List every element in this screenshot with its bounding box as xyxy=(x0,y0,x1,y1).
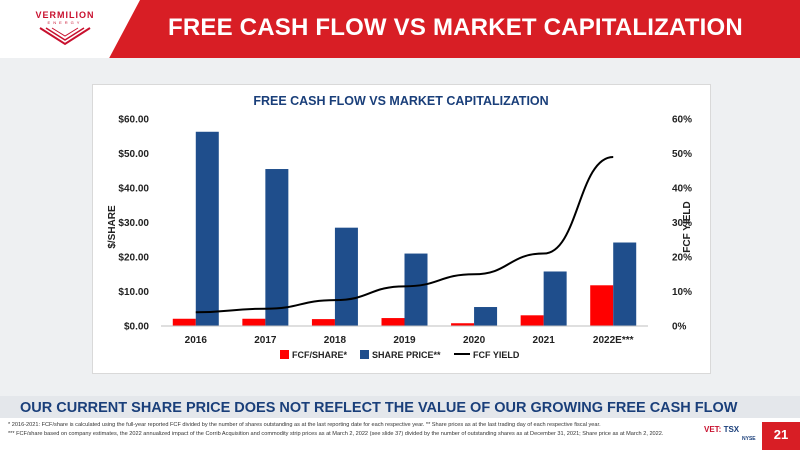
logo-name: VERMILION xyxy=(35,10,95,20)
ticker-vet: VET: xyxy=(704,425,722,434)
chart-title: FREE CASH FLOW VS MARKET CAPITALIZATION xyxy=(253,94,548,108)
footnote-2: *** FCF/share based on company estimates… xyxy=(8,431,664,437)
fcf-yield-line xyxy=(195,155,614,314)
footnote-1: * 2016-2021: FCF/share is calculated usi… xyxy=(8,422,601,428)
logo-mark-icon xyxy=(39,27,91,46)
bar-share-price xyxy=(543,271,567,326)
y2-tick-label: 40% xyxy=(672,184,692,195)
y2-tick-label: 60% xyxy=(672,115,692,126)
bar-share-price xyxy=(404,253,428,326)
y2-tick-label: 0% xyxy=(672,322,687,333)
bar-fcf-per-share xyxy=(520,315,544,326)
y2-tick-label: 50% xyxy=(672,149,692,160)
legend-swatch xyxy=(360,350,369,359)
x-tick-label: 2018 xyxy=(324,335,347,346)
x-tick-label: 2020 xyxy=(463,335,486,346)
x-tick-label: 2021 xyxy=(533,335,556,346)
y-tick-label: $0.00 xyxy=(124,322,149,333)
y-tick-label: $20.00 xyxy=(118,253,149,264)
page-number: 21 xyxy=(773,427,789,442)
y2-tick-label: 20% xyxy=(672,253,692,264)
company-logo: VERMILION ENERGY xyxy=(0,0,140,58)
y-tick-label: $50.00 xyxy=(118,149,149,160)
legend-label: SHARE PRICE** xyxy=(372,350,441,360)
bar-fcf-per-share xyxy=(311,319,335,326)
exchange-listing: VET: TSX xyxy=(704,425,739,434)
bar-share-price xyxy=(265,169,289,326)
x-tick-label: 2016 xyxy=(185,335,208,346)
tagline: OUR CURRENT SHARE PRICE DOES NOT REFLECT… xyxy=(20,400,738,416)
y2-tick-label: 10% xyxy=(672,287,692,298)
y-tick-label: $40.00 xyxy=(118,184,149,195)
tagline-bar xyxy=(0,396,800,418)
bar-fcf-per-share xyxy=(242,318,266,326)
bar-share-price xyxy=(474,307,498,326)
page-number-box xyxy=(762,422,800,450)
bar-share-price xyxy=(613,242,637,326)
legend-label: FCF YIELD xyxy=(473,350,520,360)
bar-share-price xyxy=(195,131,219,326)
bar-fcf-per-share xyxy=(590,285,614,326)
y2-tick-label: 30% xyxy=(672,218,692,229)
x-tick-label: 2017 xyxy=(254,335,277,346)
y-tick-label: $60.00 xyxy=(118,115,149,126)
bar-fcf-per-share xyxy=(172,318,196,326)
bar-fcf-per-share xyxy=(381,318,405,326)
ticker-tsx: TSX xyxy=(723,425,740,434)
legend-swatch xyxy=(280,350,289,359)
chart-svg: FREE CASH FLOW VS MARKET CAPITALIZATION … xyxy=(107,94,693,360)
y-axis-title: $/SHARE xyxy=(107,205,118,249)
x-tick-label: 2022E*** xyxy=(593,335,634,346)
chart-legend: FCF/SHARE* SHARE PRICE** FCF YIELD xyxy=(280,350,520,360)
page-title: FREE CASH FLOW VS MARKET CAPITALIZATION xyxy=(168,14,743,41)
ticker-nyse: NYSE xyxy=(742,436,756,442)
y-tick-label: $10.00 xyxy=(118,287,149,298)
header-bar: VERMILION ENERGY FREE CASH FLOW VS MARKE… xyxy=(0,0,800,58)
bar-fcf-per-share xyxy=(451,323,475,326)
y-tick-label: $30.00 xyxy=(118,218,149,229)
y2-axis-title: FCF YIELD xyxy=(682,201,693,252)
logo-subtitle: ENERGY xyxy=(47,20,83,25)
x-tick-label: 2019 xyxy=(393,335,416,346)
chart-panel: FREE CASH FLOW VS MARKET CAPITALIZATION … xyxy=(92,84,711,374)
bar-share-price xyxy=(334,227,358,326)
legend-label: FCF/SHARE* xyxy=(292,350,347,360)
